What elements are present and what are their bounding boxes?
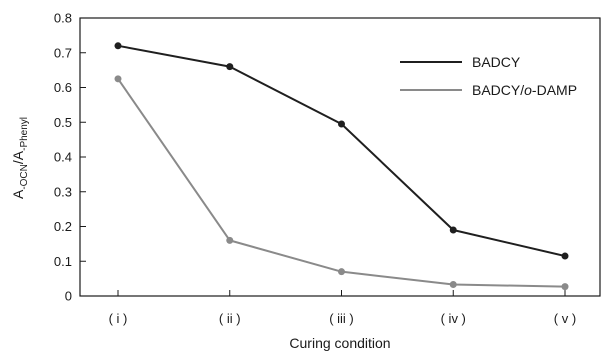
y-axis: 0 0.1 0.2 0.3 0.4 0.5 0.6 0.7 0.8 (54, 11, 86, 304)
y-axis-title: A-OCN/A-Phenyl (10, 117, 30, 199)
y-tick-label: 0.7 (54, 45, 72, 60)
data-point (114, 75, 122, 83)
plot-area-frame (79, 17, 601, 297)
x-tick-label: ( ii ) (219, 311, 241, 326)
y-axis-title-sub2: -Phenyl (19, 117, 30, 151)
y-tick-label: 0.4 (54, 150, 72, 165)
data-point (226, 236, 234, 244)
y-axis-title-sub1: -OCN (19, 164, 30, 190)
legend-label-badcy-o-damp: BADCY/o-DAMP (472, 82, 577, 98)
data-point (338, 120, 345, 128)
series-line-1 (117, 78, 566, 288)
data-point (226, 63, 234, 71)
data-point (449, 281, 457, 289)
x-tick-label: ( i ) (109, 311, 128, 326)
y-axis-title-sep: /A (10, 150, 26, 164)
data-point (449, 226, 457, 234)
legend: BADCY BADCY/o-DAMP (400, 54, 577, 98)
legend-label-badcy: BADCY (472, 54, 521, 70)
legend-label-part-post: -DAMP (532, 82, 577, 98)
y-tick-label: 0.8 (54, 11, 72, 26)
y-tick-label: 0 (65, 289, 72, 304)
series-line-0 (117, 44, 566, 258)
y-tick-label: 0.5 (54, 115, 72, 130)
data-point (114, 42, 122, 50)
series-layer (114, 42, 569, 291)
data-point (561, 283, 569, 291)
x-tick-label: ( iv ) (441, 311, 466, 326)
y-tick-label: 0.3 (54, 184, 72, 199)
x-axis: ( i ) ( ii ) ( iii ) ( iv ) ( v ) (109, 290, 576, 326)
legend-label-part-pre: BADCY/ (472, 82, 524, 98)
x-tick-label: ( iii ) (329, 311, 354, 326)
y-tick-label: 0.2 (54, 219, 72, 234)
y-axis-title-main: A (10, 189, 26, 199)
y-tick-label: 0.1 (54, 254, 72, 269)
x-tick-label: ( v ) (554, 311, 576, 326)
x-axis-title: Curing condition (289, 335, 390, 351)
y-tick-label: 0.6 (54, 80, 72, 95)
legend-label-part-italic: o (524, 82, 532, 98)
data-point (338, 268, 345, 276)
data-point (561, 252, 569, 260)
